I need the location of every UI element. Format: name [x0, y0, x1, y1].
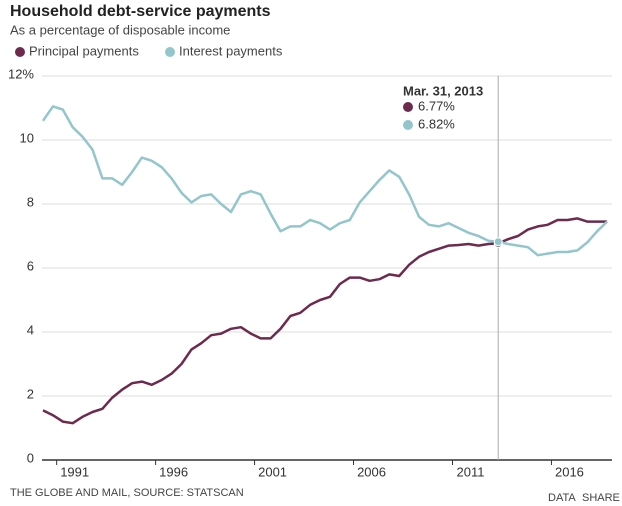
- legend-swatch: [15, 47, 25, 57]
- x-tick-label: 2016: [555, 464, 584, 479]
- share-button[interactable]: SHARE: [582, 492, 620, 504]
- y-tick-label: 10: [20, 130, 34, 145]
- y-tick-label: 8: [27, 194, 34, 209]
- x-tick-label: 1991: [60, 464, 89, 479]
- source: THE GLOBE AND MAIL, SOURCE: STATSCAN: [10, 487, 244, 499]
- y-tick-label: 2: [27, 386, 34, 401]
- annotation-value: 6.77%: [418, 98, 455, 113]
- y-tick-label: 4: [27, 322, 34, 337]
- annotation-swatch: [403, 120, 413, 130]
- x-tick-label: 2006: [357, 464, 386, 479]
- data-button[interactable]: DATA: [548, 492, 576, 504]
- y-tick-label: 6: [27, 258, 34, 273]
- chart-title: Household debt-service payments: [10, 3, 271, 20]
- legend-label: Interest payments: [179, 43, 283, 58]
- y-tick-label: 12%: [8, 66, 34, 81]
- annotation-value: 6.82%: [418, 116, 455, 131]
- series-line: [42, 217, 608, 425]
- legend-label: Principal payments: [29, 43, 139, 58]
- annotation-swatch: [403, 102, 413, 112]
- legend-swatch: [165, 47, 175, 57]
- annotation-title: Mar. 31, 2013: [403, 83, 483, 98]
- chart-subtitle: As a percentage of disposable income: [10, 22, 230, 37]
- highlight-point: [493, 237, 503, 247]
- x-tick-label: 1996: [159, 464, 188, 479]
- x-tick-label: 2001: [258, 464, 287, 479]
- x-tick-label: 2011: [457, 464, 485, 479]
- series-line: [41, 105, 608, 257]
- y-tick-label: 0: [27, 450, 34, 465]
